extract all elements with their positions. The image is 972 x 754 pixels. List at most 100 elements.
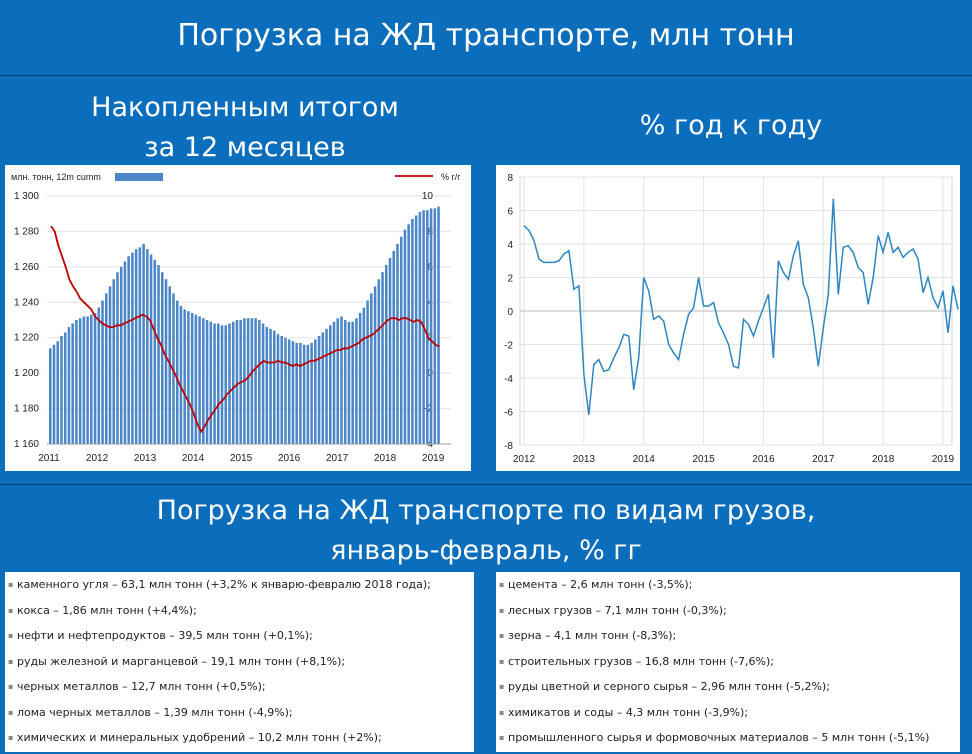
bar: [105, 293, 108, 444]
y-tick-label: 1 220: [14, 333, 39, 344]
y-tick-label: 1 240: [14, 297, 39, 308]
list-item: химикатов и соды – 4,3 млн тонн (-3,9%);: [496, 703, 960, 729]
bar: [329, 325, 332, 444]
bar: [426, 210, 429, 444]
series-line: [523, 198, 959, 415]
divider: [0, 484, 972, 485]
left-chart-heading: Накопленным итогом за 12 месяцев: [0, 88, 490, 168]
bar: [63, 332, 67, 444]
bar: [276, 334, 280, 444]
bar: [362, 307, 366, 444]
bar: [355, 318, 358, 444]
bar: [254, 318, 257, 444]
bar: [429, 208, 433, 444]
bar: [340, 316, 343, 444]
x-tick-label: 2014: [182, 453, 205, 464]
bar: [407, 224, 410, 444]
bar: [332, 321, 336, 444]
yoy-chart: -8 -6 -4 -2 0 2 4 6 8 2012 2013 2014 2015 2016 2017 201…: [504, 173, 959, 465]
bar: [269, 328, 272, 444]
bar: [190, 312, 194, 444]
bar: [198, 316, 201, 444]
bar: [261, 323, 265, 444]
y-tick-label: -2: [504, 341, 513, 352]
legend-bars-label: млн. тонн, 12m cumm: [11, 172, 101, 182]
x-tick-label: 2017: [326, 453, 349, 464]
cargo-list-right: цемента – 2,6 млн тонн (-3,5%); лесных г…: [496, 572, 960, 752]
bar: [175, 300, 179, 444]
bar: [138, 247, 142, 444]
bar: [392, 250, 395, 444]
x-tick-label: 2012: [513, 454, 536, 465]
bar: [385, 265, 388, 444]
bar: [250, 318, 254, 444]
list-item: кокса – 1,86 млн тонн (+4,4%);: [5, 601, 474, 627]
bar: [399, 236, 403, 444]
bar: [149, 254, 153, 444]
list-item: цемента – 2,6 млн тонн (-3,5%);: [496, 575, 960, 601]
bar: [60, 335, 63, 444]
yoy-chart-panel: -8 -6 -4 -2 0 2 4 6 8 2012 2013 2014 2015 2016 2017 201…: [496, 165, 960, 471]
bar: [235, 320, 239, 444]
bar: [381, 272, 384, 444]
bar: [157, 265, 160, 444]
bar: [437, 206, 440, 444]
x-tick-label: 2013: [134, 453, 157, 464]
bar: [142, 243, 145, 444]
bar: [123, 261, 127, 444]
cumulative-chart-panel: 1 160 1 180 1 200 1 220 1 240 1 260 1 280 1 300…: [5, 165, 471, 471]
bar: [358, 312, 362, 444]
bar: [134, 249, 138, 444]
list-item: черных металлов – 12,7 млн тонн (+0,5%);: [5, 677, 474, 703]
section-heading-line1: Погрузка на ЖД транспорте по видам грузо…: [156, 495, 816, 526]
bar: [131, 252, 134, 444]
bar: [161, 272, 164, 444]
list-item: зерна – 4,1 млн тонн (-8,3%);: [496, 626, 960, 652]
bar: [75, 320, 78, 444]
y-tick-label: 4: [507, 240, 513, 251]
bar: [108, 286, 112, 444]
left-heading-line2: за 12 месяцев: [144, 132, 346, 163]
section-heading-line2: январь-февраль, % гг: [330, 535, 642, 566]
bar: [347, 321, 351, 444]
y2-tick-label: -2: [424, 404, 433, 415]
cargo-list-left: каменного угля – 63,1 млн тонн (+3,2% к …: [5, 572, 474, 752]
bar: [373, 286, 377, 444]
bar: [433, 208, 437, 444]
list-item: промышленного сырья и формовочных матери…: [496, 728, 960, 754]
bar: [164, 279, 168, 444]
bar: [295, 343, 298, 444]
bar: [287, 339, 291, 444]
bar: [366, 300, 369, 444]
bar: [49, 348, 52, 444]
list-item: лесных грузов – 7,1 млн тонн (-0,3%);: [496, 601, 960, 627]
bar: [377, 279, 381, 444]
bar: [246, 318, 250, 444]
list-item: каменного угля – 63,1 млн тонн (+3,2% к …: [5, 575, 474, 601]
bar: [273, 330, 276, 444]
page-title: Погрузка на ЖД транспорте, млн тонн: [177, 18, 795, 53]
bar: [71, 323, 74, 444]
x-tick-label: 2015: [692, 454, 715, 465]
bar: [86, 316, 89, 444]
list-item: строительных грузов – 16,8 млн тонн (-7,…: [496, 652, 960, 678]
bar: [280, 335, 283, 444]
bar: [396, 243, 399, 444]
list-item: руды цветной и серного сырья – 2,96 млн …: [496, 677, 960, 703]
bar: [325, 328, 328, 444]
right-chart-heading: % год к году: [639, 110, 823, 141]
bar: [414, 215, 418, 444]
bar: [205, 320, 209, 444]
x-tick-label: 2012: [86, 453, 109, 464]
left-heading-line1: Накопленным итогом: [91, 92, 399, 123]
bar: [265, 327, 269, 444]
bar: [370, 293, 373, 444]
x-tick-label: 2018: [872, 454, 895, 465]
x-tick-label: 2019: [932, 454, 955, 465]
x-tick-label: 2018: [374, 453, 397, 464]
list-item: лома черных металлов – 1,39 млн тонн (-4…: [5, 703, 474, 729]
bar: [82, 316, 86, 444]
bar: [299, 343, 302, 444]
bar: [127, 256, 130, 444]
bar: [317, 335, 321, 444]
